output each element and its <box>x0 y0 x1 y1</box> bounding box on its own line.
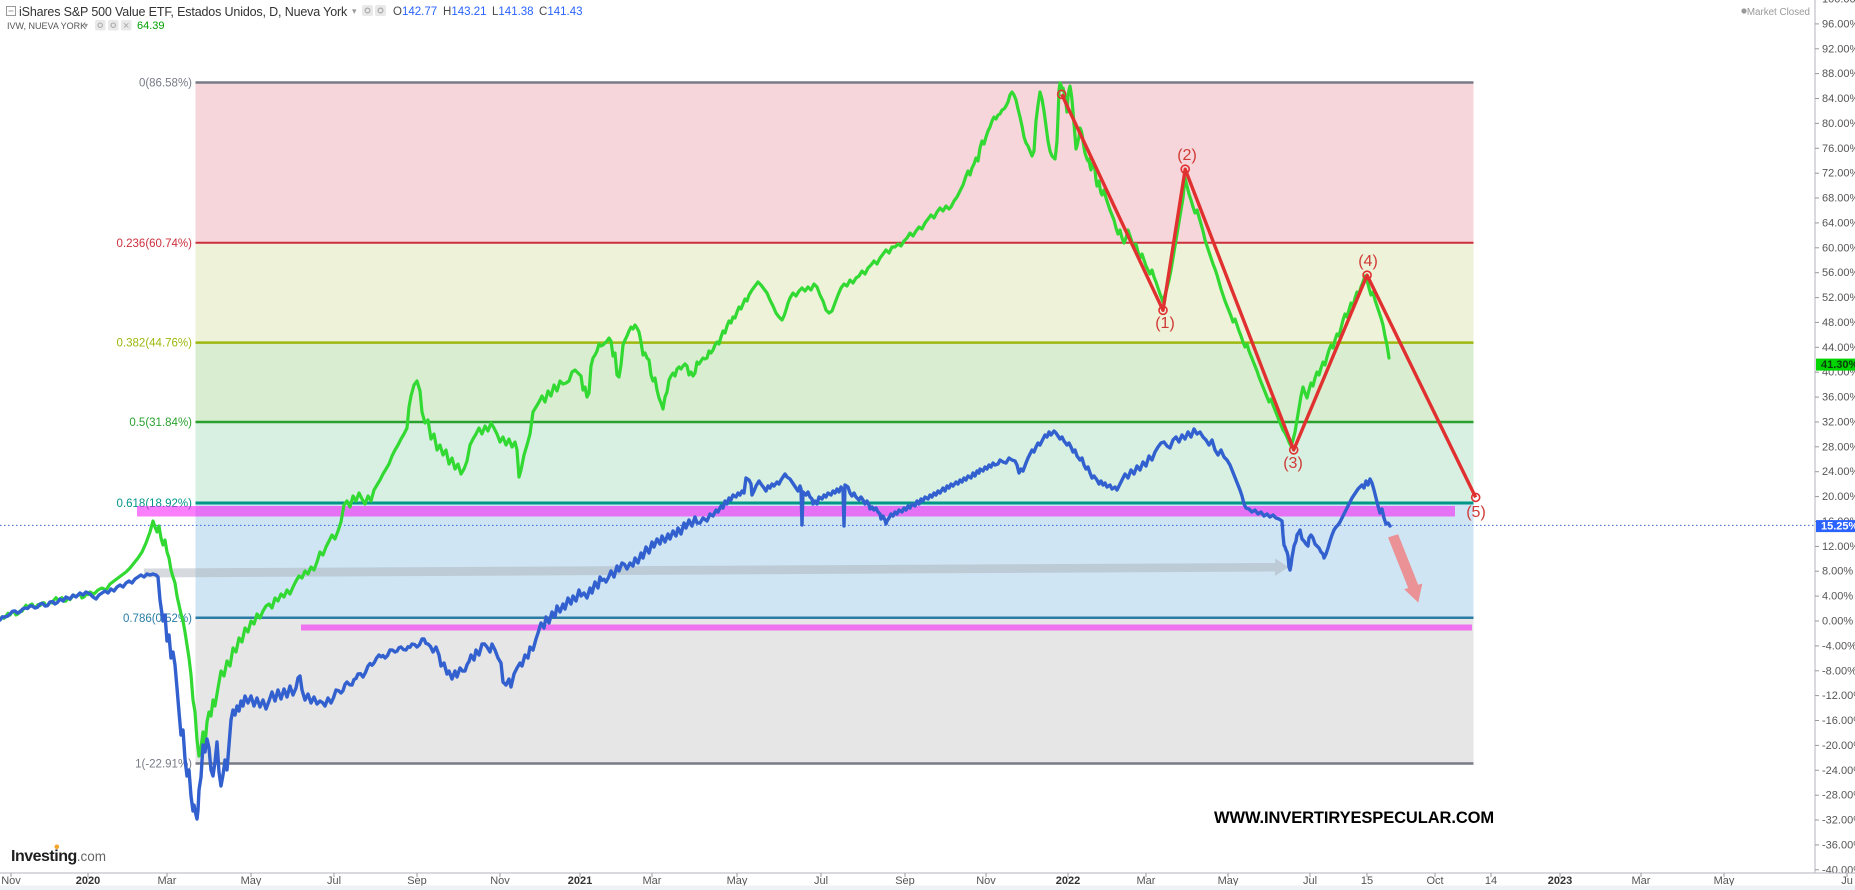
svg-text:32.00%: 32.00% <box>1822 417 1855 429</box>
svg-text:Jul: Jul <box>1303 875 1317 887</box>
svg-text:2020: 2020 <box>76 875 100 887</box>
svg-text:O142.77: O142.77 <box>393 6 437 18</box>
svg-text:41.30%: 41.30% <box>1821 359 1855 371</box>
svg-text:96.00%: 96.00% <box>1822 18 1855 30</box>
svg-text:Jul: Jul <box>814 875 828 887</box>
svg-text:Mar: Mar <box>1632 875 1651 887</box>
svg-text:May: May <box>1218 875 1239 887</box>
svg-text:56.00%: 56.00% <box>1822 267 1855 279</box>
svg-text:L141.38: L141.38 <box>492 6 534 18</box>
svg-text:84.00%: 84.00% <box>1822 93 1855 105</box>
svg-text:✕: ✕ <box>123 21 130 31</box>
svg-text:-12.00%: -12.00% <box>1822 690 1855 702</box>
svg-text:24.00%: 24.00% <box>1822 466 1855 478</box>
svg-text:0.00%: 0.00% <box>1822 616 1853 628</box>
svg-text:-32.00%: -32.00% <box>1822 815 1855 827</box>
svg-text:(3): (3) <box>1283 455 1303 472</box>
svg-text:May: May <box>241 875 262 887</box>
svg-text:80.00%: 80.00% <box>1822 118 1855 130</box>
svg-text:Mar: Mar <box>158 875 177 887</box>
svg-text:1(-22.91%): 1(-22.91%) <box>135 759 192 771</box>
svg-text:76.00%: 76.00% <box>1822 143 1855 155</box>
svg-text:2022: 2022 <box>1056 875 1080 887</box>
svg-text:Oct: Oct <box>1426 875 1443 887</box>
svg-text:8.00%: 8.00% <box>1822 566 1853 578</box>
svg-text:12.00%: 12.00% <box>1822 541 1855 553</box>
svg-text:(5): (5) <box>1466 504 1486 521</box>
svg-text:-8.00%: -8.00% <box>1822 665 1855 677</box>
svg-text:15: 15 <box>1361 875 1373 887</box>
svg-text:-24.00%: -24.00% <box>1822 765 1855 777</box>
svg-text:4.00%: 4.00% <box>1822 591 1853 603</box>
svg-text:-36.00%: -36.00% <box>1822 839 1855 851</box>
svg-text:Investing.com: Investing.com <box>11 848 106 865</box>
svg-text:44.00%: 44.00% <box>1822 342 1855 354</box>
svg-text:(2): (2) <box>1177 147 1197 164</box>
svg-text:Sep: Sep <box>895 875 915 887</box>
svg-text:Nov: Nov <box>976 875 996 887</box>
svg-text:Jul: Jul <box>327 875 341 887</box>
svg-text:2023: 2023 <box>1548 875 1572 887</box>
svg-text:2021: 2021 <box>568 875 592 887</box>
svg-text:Mar: Mar <box>643 875 662 887</box>
svg-text:28.00%: 28.00% <box>1822 441 1855 453</box>
svg-text:0.786(0.52%): 0.786(0.52%) <box>123 613 192 625</box>
svg-text:0.382(44.76%): 0.382(44.76%) <box>117 338 193 350</box>
svg-text:Sep: Sep <box>407 875 427 887</box>
svg-text:IVW, NUEVA YORK: IVW, NUEVA YORK <box>7 21 86 31</box>
svg-text:60.00%: 60.00% <box>1822 242 1855 254</box>
svg-text:Market Closed: Market Closed <box>1747 7 1810 18</box>
svg-text:Mar: Mar <box>1137 875 1156 887</box>
svg-text:72.00%: 72.00% <box>1822 168 1855 180</box>
svg-text:(1): (1) <box>1155 315 1175 332</box>
svg-text:15.25%: 15.25% <box>1821 521 1855 533</box>
svg-text:52.00%: 52.00% <box>1822 292 1855 304</box>
svg-text:88.00%: 88.00% <box>1822 68 1855 80</box>
svg-text:iShares S&P 500 Value ETF, Est: iShares S&P 500 Value ETF, Estados Unido… <box>19 5 348 19</box>
svg-text:64.00%: 64.00% <box>1822 217 1855 229</box>
svg-text:▾: ▾ <box>84 21 88 30</box>
svg-text:0.236(60.74%): 0.236(60.74%) <box>117 238 193 250</box>
svg-text:68.00%: 68.00% <box>1822 193 1855 205</box>
svg-text:48.00%: 48.00% <box>1822 317 1855 329</box>
svg-text:May: May <box>727 875 748 887</box>
svg-text:C141.43: C141.43 <box>539 6 583 18</box>
svg-text:92.00%: 92.00% <box>1822 43 1855 55</box>
svg-text:100.00%: 100.00% <box>1822 0 1855 6</box>
svg-text:-20.00%: -20.00% <box>1822 740 1855 752</box>
svg-text:64.39: 64.39 <box>137 20 165 32</box>
svg-text:(4): (4) <box>1358 253 1378 270</box>
svg-text:H143.21: H143.21 <box>443 6 487 18</box>
svg-text:▾: ▾ <box>352 6 357 16</box>
svg-text:0(86.58%): 0(86.58%) <box>139 78 192 90</box>
svg-text:May: May <box>1714 875 1735 887</box>
svg-text:Nov: Nov <box>490 875 510 887</box>
svg-text:0.5(31.84%): 0.5(31.84%) <box>129 417 192 429</box>
svg-text:-16.00%: -16.00% <box>1822 715 1855 727</box>
svg-text:Nov: Nov <box>1 875 21 887</box>
svg-text:WWW.INVERTIRYESPECULAR.COM: WWW.INVERTIRYESPECULAR.COM <box>1214 809 1494 827</box>
svg-text:-4.00%: -4.00% <box>1822 640 1855 652</box>
svg-text:20.00%: 20.00% <box>1822 491 1855 503</box>
svg-text:-28.00%: -28.00% <box>1822 790 1855 802</box>
svg-text:14: 14 <box>1485 875 1497 887</box>
svg-text:Ju: Ju <box>1841 875 1853 887</box>
svg-text:36.00%: 36.00% <box>1822 392 1855 404</box>
